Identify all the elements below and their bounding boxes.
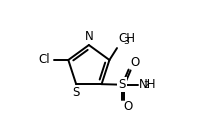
Text: 3: 3 [123, 37, 129, 46]
Text: NH: NH [139, 78, 156, 91]
Text: S: S [119, 78, 126, 91]
Text: 2: 2 [143, 81, 149, 91]
Text: Cl: Cl [39, 53, 50, 67]
Text: S: S [72, 86, 79, 99]
Text: O: O [123, 100, 133, 113]
Text: N: N [84, 30, 93, 43]
Text: CH: CH [119, 32, 136, 45]
Text: O: O [130, 56, 139, 69]
